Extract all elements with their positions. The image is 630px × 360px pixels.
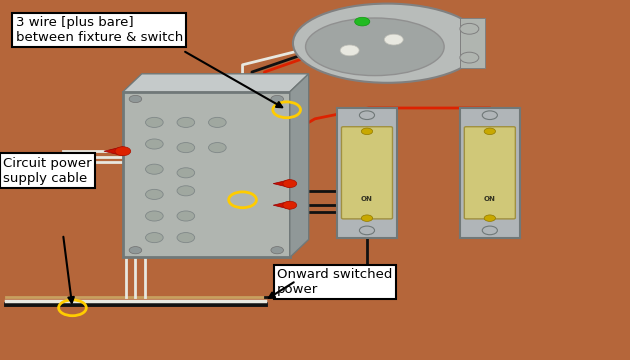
Circle shape: [209, 143, 226, 153]
Circle shape: [129, 95, 142, 103]
Circle shape: [115, 147, 131, 156]
Text: 3 wire [plus bare]
between fixture & switch: 3 wire [plus bare] between fixture & swi…: [16, 16, 183, 44]
Circle shape: [146, 117, 163, 127]
Circle shape: [283, 201, 297, 209]
Ellipse shape: [306, 18, 444, 76]
Circle shape: [146, 164, 163, 174]
FancyBboxPatch shape: [460, 18, 485, 68]
FancyBboxPatch shape: [460, 108, 520, 238]
Text: ON: ON: [361, 196, 373, 202]
Circle shape: [483, 111, 498, 120]
Circle shape: [129, 247, 142, 254]
Circle shape: [362, 215, 373, 221]
Circle shape: [177, 233, 195, 243]
Circle shape: [209, 117, 226, 127]
Polygon shape: [290, 74, 309, 257]
Polygon shape: [123, 74, 309, 92]
Circle shape: [362, 128, 373, 135]
Circle shape: [177, 168, 195, 178]
Circle shape: [359, 111, 374, 120]
Text: Onward switched
power: Onward switched power: [277, 268, 392, 296]
FancyBboxPatch shape: [337, 108, 397, 238]
Circle shape: [359, 226, 374, 235]
Circle shape: [146, 233, 163, 243]
Circle shape: [177, 186, 195, 196]
Circle shape: [177, 211, 195, 221]
Circle shape: [283, 180, 297, 188]
Circle shape: [460, 23, 479, 34]
Text: Circuit power
supply cable: Circuit power supply cable: [3, 157, 92, 185]
Polygon shape: [273, 201, 290, 209]
Circle shape: [146, 211, 163, 221]
Polygon shape: [104, 147, 123, 156]
Circle shape: [271, 95, 284, 103]
Circle shape: [484, 215, 495, 221]
Circle shape: [460, 52, 479, 63]
Ellipse shape: [293, 4, 482, 83]
Circle shape: [146, 189, 163, 199]
Circle shape: [177, 117, 195, 127]
FancyBboxPatch shape: [464, 127, 515, 219]
Circle shape: [483, 226, 498, 235]
FancyBboxPatch shape: [341, 127, 392, 219]
Circle shape: [340, 45, 359, 56]
Text: ON: ON: [484, 196, 496, 202]
FancyBboxPatch shape: [123, 92, 290, 257]
Polygon shape: [273, 180, 290, 188]
Circle shape: [355, 17, 370, 26]
Circle shape: [271, 247, 284, 254]
Circle shape: [384, 34, 403, 45]
Circle shape: [484, 128, 495, 135]
Circle shape: [146, 139, 163, 149]
Circle shape: [177, 143, 195, 153]
